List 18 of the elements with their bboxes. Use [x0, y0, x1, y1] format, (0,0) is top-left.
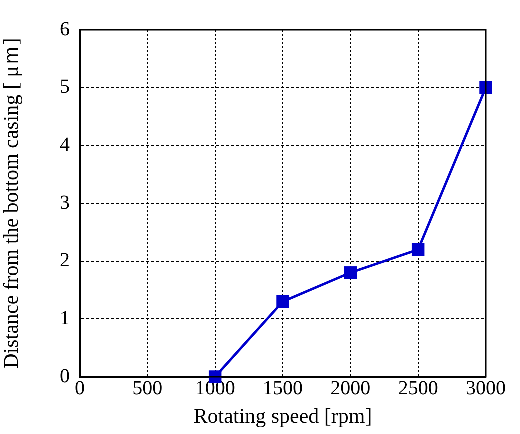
y-tick-label: 6: [60, 18, 70, 40]
point: [344, 266, 358, 280]
y-tick-label: 4: [60, 134, 70, 156]
point: [276, 295, 290, 308]
point: [412, 243, 425, 256]
x-tick-label: 0: [75, 377, 85, 400]
x-tick-label: 2000: [330, 377, 371, 400]
x-axis-title: Rotating speed [rpm]: [194, 404, 372, 428]
y-tick-label: 5: [60, 76, 70, 98]
x-tick-label: 1000: [195, 377, 236, 400]
y-axis-title: Distance from the bottom casing [ μｍ]: [0, 38, 24, 369]
x-tick-label: 3000: [466, 377, 506, 400]
x-tick-label: 2500: [398, 377, 438, 400]
x-tick-label: 500: [132, 377, 163, 400]
y-tick-label: 2: [60, 250, 70, 272]
y-tick-label: 3: [60, 192, 70, 214]
x-tick-label: 1500: [263, 377, 303, 400]
y-tick-label: 1: [60, 307, 70, 330]
